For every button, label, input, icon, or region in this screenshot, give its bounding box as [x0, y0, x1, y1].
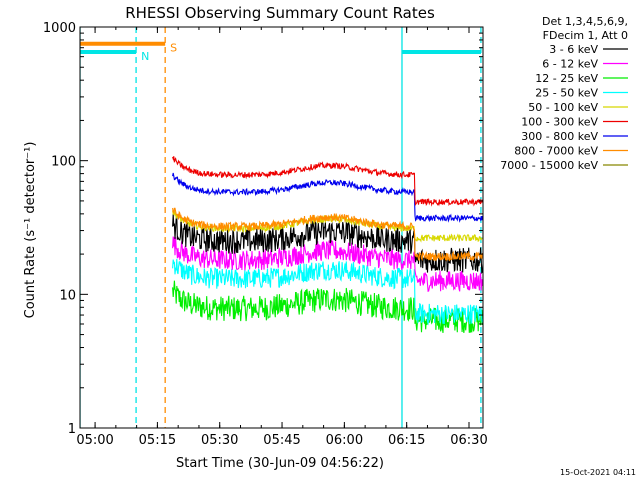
footer-timestamp: 15-Oct-2021 04:11 — [560, 468, 636, 477]
legend-label-1: 6 - 12 keV — [542, 58, 598, 71]
status-bar-label-1: S — [170, 42, 177, 55]
y-tick-label-1: 10 — [59, 288, 76, 303]
x-tick-label-1: 05:15 — [139, 433, 176, 448]
series-line-3 — [172, 258, 483, 326]
legend-label-4: 50 - 100 keV — [528, 101, 598, 114]
series-line-0 — [172, 214, 483, 275]
y-axis-label: Count Rate (s⁻¹ detector⁻¹) — [23, 142, 38, 319]
legend-label-7: 800 - 7000 keV — [514, 145, 598, 158]
legend-header-2: FDecim 1, Att 0 — [543, 29, 628, 42]
plot-inner — [80, 27, 483, 428]
legend-label-3: 25 - 50 keV — [535, 87, 598, 100]
chart-title: RHESSI Observing Summary Count Rates — [125, 4, 435, 22]
plot-content: NS — [80, 27, 483, 428]
y-axis: 1 10 100 1000 — [43, 21, 483, 437]
x-tick-label-5: 06:15 — [388, 433, 425, 448]
x-tick-label-2: 05:30 — [201, 433, 238, 448]
x-axis-label: Start Time (30-Jun-09 04:56:22) — [176, 456, 384, 471]
series-line-6 — [172, 172, 483, 223]
legend-header-1: Det 1,3,4,5,6,9, — [542, 15, 628, 28]
legend-label-2: 12 - 25 keV — [535, 72, 598, 85]
status-bar-label-0: N — [141, 50, 149, 63]
series-line-2 — [172, 280, 483, 333]
x-axis: 05:00 05:15 05:30 05:45 06:00 06:15 06:30 — [76, 27, 488, 448]
y-tick-label-0: 1 — [68, 422, 76, 437]
series-line-7 — [172, 207, 483, 262]
x-tick-label-6: 06:30 — [450, 433, 487, 448]
legend-label-5: 100 - 300 keV — [521, 116, 598, 129]
series-line-5 — [172, 156, 483, 207]
series-line-1 — [172, 236, 483, 292]
legend-label-6: 300 - 800 keV — [521, 130, 598, 143]
legend: Det 1,3,4,5,6,9, FDecim 1, Att 0 3 - 6 k… — [500, 15, 628, 172]
y-tick-label-2: 100 — [51, 155, 76, 170]
legend-label-8: 7000 - 15000 keV — [500, 159, 598, 172]
x-tick-label-0: 05:00 — [76, 433, 113, 448]
x-tick-label-4: 06:00 — [326, 433, 363, 448]
y-tick-label-3: 1000 — [43, 21, 76, 36]
legend-label-0: 3 - 6 keV — [549, 43, 598, 56]
plot-frame — [79, 26, 484, 429]
x-tick-label-3: 05:45 — [263, 433, 300, 448]
